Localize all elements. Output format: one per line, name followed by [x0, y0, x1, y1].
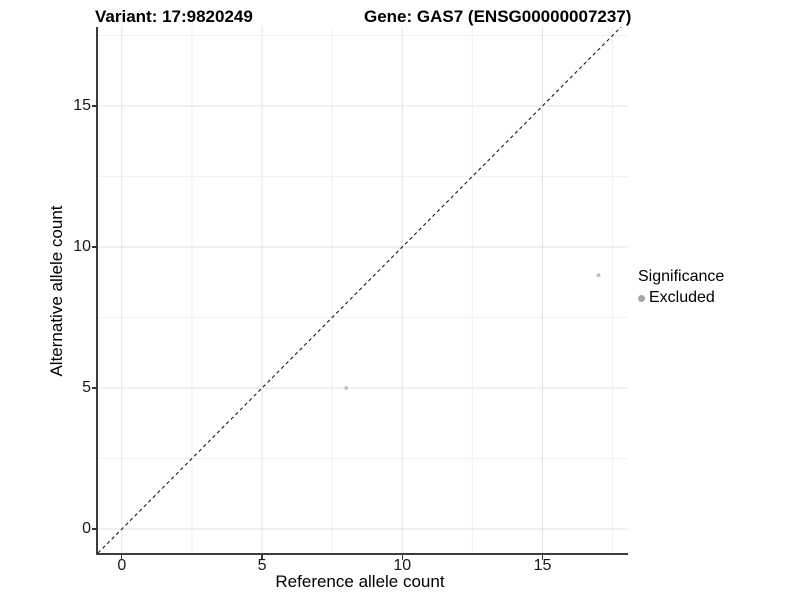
y-tick-label: 5 — [82, 379, 91, 396]
x-tick-mark — [541, 555, 544, 560]
y-tick-mark — [91, 387, 97, 389]
legend-point-icon — [638, 294, 645, 302]
variant-title: Variant: 17:9820249 — [95, 7, 253, 26]
x-tick-mark — [121, 555, 123, 560]
legend-item-label: Excluded — [649, 289, 715, 306]
x-tick-mark — [401, 555, 403, 560]
data-point — [344, 386, 349, 390]
y-tick-label: 10 — [73, 237, 91, 255]
scatter-plot-canvas — [98, 27, 628, 553]
x-axis-title: Reference allele count — [275, 572, 445, 591]
legend-title: Significance — [638, 268, 725, 285]
x-tick-label: 0 — [117, 557, 127, 574]
legend-item-excluded: Excluded — [638, 289, 724, 307]
plot-panel — [98, 27, 628, 553]
y-tick-mark — [91, 246, 97, 248]
y-tick-label: 15 — [73, 96, 91, 114]
y-axis-title: Alternative allele count — [47, 205, 66, 377]
y-tick-label: 0 — [82, 520, 91, 538]
y-axis-line — [96, 27, 99, 555]
data-point — [596, 273, 601, 278]
identity-line — [98, 27, 622, 553]
legend: Significance Excluded — [638, 268, 724, 307]
gene-title: Gene: GAS7 (ENSG00000007237) — [364, 7, 632, 26]
y-tick-mark — [91, 528, 97, 530]
x-tick-label: 10 — [393, 557, 412, 574]
x-tick-label: 15 — [533, 557, 552, 574]
x-axis-line — [96, 553, 628, 555]
x-tick-mark — [261, 555, 263, 560]
y-tick-mark — [91, 105, 97, 107]
x-tick-label: 5 — [257, 557, 267, 574]
